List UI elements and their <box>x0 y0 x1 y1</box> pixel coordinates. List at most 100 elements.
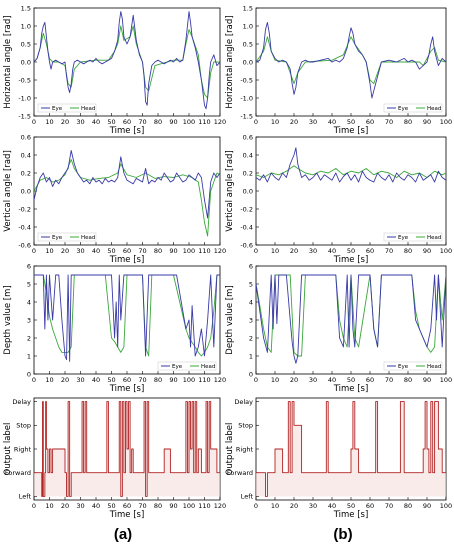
legend-box <box>37 103 97 113</box>
legend-entry: Eye <box>398 235 409 241</box>
legend: Eye Head <box>383 103 443 113</box>
y-tick-label: 3 <box>249 316 253 324</box>
y-tick-label: -1.0 <box>18 94 31 102</box>
x-tick-label: 0 <box>32 376 36 384</box>
series-eye-line <box>34 150 220 219</box>
y-tick-label: 1.0 <box>21 22 31 30</box>
x-tick-label: 70 <box>385 118 393 126</box>
x-tick-label: 70 <box>138 502 146 510</box>
chart-a-vertical: 0 10 20 30 40 50 60 70 80 90 100 110 120 -0.6 -0.4 -0.2… <box>3 133 226 265</box>
legend-entry: Head <box>427 364 441 370</box>
series-eye-line <box>256 274 446 364</box>
x-tick-label: 90 <box>423 118 431 126</box>
legend-entry: Head <box>81 106 95 112</box>
y-tick-label: 1.0 <box>243 22 253 30</box>
x-tick-label: 100 <box>183 502 195 510</box>
x-tick-label: 40 <box>92 247 100 255</box>
x-tick-label: 60 <box>366 376 374 384</box>
y-axis-label: Horizontal angle [rad] <box>3 15 13 108</box>
chart-a-output: 0 10 20 30 40 50 60 70 80 90 100 110 120 Left Forward R… <box>3 397 226 520</box>
x-tick-label: 40 <box>328 376 336 384</box>
y-tick-label: Stop <box>16 422 31 430</box>
y-tick-label: Right <box>14 445 32 453</box>
x-tick-label: 0 <box>254 502 258 510</box>
x-tick-label: 10 <box>271 376 279 384</box>
x-tick-label: 70 <box>138 247 146 255</box>
y-tick-label: -1.0 <box>240 94 253 102</box>
x-axis-label: Time [s] <box>109 510 145 520</box>
y-tick-label: Delay <box>12 398 31 406</box>
y-tick-label: 0.2 <box>243 169 253 177</box>
y-tick-label: -1.5 <box>18 112 31 120</box>
y-axis-label: Vertical angle [rad] <box>3 150 13 232</box>
legend-entry: Head <box>81 235 95 241</box>
x-tick-label: 100 <box>183 247 195 255</box>
x-tick-label: 90 <box>423 247 431 255</box>
x-tick-label: 80 <box>404 118 412 126</box>
x-tick-label: 30 <box>309 118 317 126</box>
legend: Eye Head <box>157 361 217 371</box>
x-tick-label: 50 <box>347 502 355 510</box>
x-tick-label: 120 <box>214 376 226 384</box>
y-tick-label: 0.0 <box>21 187 31 195</box>
x-tick-label: 60 <box>123 247 131 255</box>
x-tick-label: 110 <box>198 247 210 255</box>
x-axis-label: Time [s] <box>109 126 145 136</box>
y-axis-label: Output label <box>225 423 235 476</box>
x-tick-label: 10 <box>45 247 53 255</box>
x-tick-label: 80 <box>404 502 412 510</box>
x-tick-label: 0 <box>254 118 258 126</box>
x-tick-label: 90 <box>169 376 177 384</box>
x-tick-label: 0 <box>32 118 36 126</box>
x-tick-label: 110 <box>198 376 210 384</box>
y-tick-label: 4 <box>249 298 253 306</box>
series-head-line <box>34 274 220 357</box>
y-tick-label: -0.4 <box>18 223 31 231</box>
x-tick-label: 40 <box>92 376 100 384</box>
x-tick-label: 90 <box>169 118 177 126</box>
x-tick-label: 60 <box>123 118 131 126</box>
x-axis-label: Time [s] <box>333 384 369 394</box>
x-tick-label: 0 <box>254 247 258 255</box>
y-axis-label: Vertical angle [rad] <box>225 150 235 232</box>
x-tick-label: 30 <box>76 376 84 384</box>
series-eye-line <box>34 11 220 110</box>
y-tick-label: 5 <box>249 280 253 288</box>
x-tick-label: 40 <box>92 118 100 126</box>
legend-box <box>37 232 97 242</box>
x-tick-label: 70 <box>138 118 146 126</box>
plot-frame <box>33 7 221 117</box>
y-tick-label: 2 <box>27 334 31 342</box>
y-tick-label: 5 <box>27 280 31 288</box>
legend: Eye Head <box>37 232 97 242</box>
x-tick-label: 60 <box>366 247 374 255</box>
x-tick-label: 10 <box>271 118 279 126</box>
x-tick-label: 40 <box>328 118 336 126</box>
legend-entry: Eye <box>398 364 409 370</box>
x-tick-label: 40 <box>328 247 336 255</box>
legend-entry: Eye <box>398 106 409 112</box>
x-tick-label: 50 <box>107 247 115 255</box>
x-tick-label: 120 <box>214 502 226 510</box>
x-tick-label: 90 <box>169 247 177 255</box>
chart-a-depth: 0 10 20 30 40 50 60 70 80 90 100 110 120 0 1 2 3 4 5 6 Time … <box>3 262 226 394</box>
x-tick-label: 0 <box>32 502 36 510</box>
legend-entry: Head <box>201 364 215 370</box>
x-tick-label: 20 <box>290 376 298 384</box>
y-tick-label: 6 <box>27 262 31 270</box>
series-eye-line <box>34 274 220 362</box>
plot-frame <box>33 136 221 246</box>
y-tick-label: 1 <box>249 352 253 360</box>
x-tick-label: 50 <box>347 118 355 126</box>
y-tick-label: 0.0 <box>21 58 31 66</box>
y-tick-label: Left <box>19 493 32 501</box>
x-tick-label: 90 <box>169 502 177 510</box>
legend-entry: Head <box>427 106 441 112</box>
x-tick-label: 20 <box>290 247 298 255</box>
x-tick-label: 20 <box>61 502 69 510</box>
y-axis-label: Depth value [m] <box>3 285 13 354</box>
y-tick-label: -0.4 <box>240 223 253 231</box>
y-tick-label: Right <box>236 445 254 453</box>
legend: Eye Head <box>37 103 97 113</box>
x-tick-label: 30 <box>76 247 84 255</box>
